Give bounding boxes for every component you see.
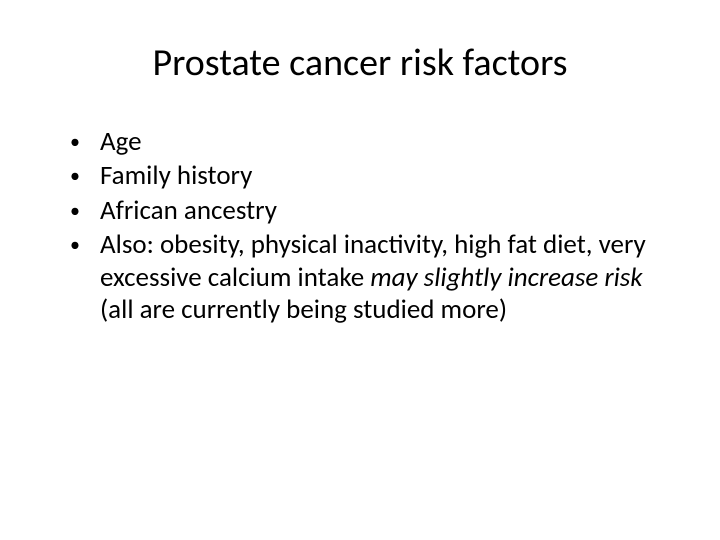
bullet-italic: may slightly increase risk xyxy=(370,261,642,294)
bullet-item: • Also: obesity, physical inactivity, hi… xyxy=(70,229,670,326)
bullet-text: Family history xyxy=(100,160,670,192)
bullet-item: • Age xyxy=(70,126,670,158)
slide-title: Prostate cancer risk factors xyxy=(50,40,670,86)
bullet-marker-icon: • xyxy=(70,160,100,192)
bullet-marker-icon: • xyxy=(70,126,100,158)
slide-container: Prostate cancer risk factors • Age • Fam… xyxy=(0,0,720,540)
bullet-text: African ancestry xyxy=(100,195,670,227)
bullet-marker-icon: • xyxy=(70,195,100,227)
bullet-suffix: (all are currently being studied more) xyxy=(100,293,507,326)
bullet-text: Age xyxy=(100,126,670,158)
bullet-list: • Age • Family history • African ancestr… xyxy=(50,126,670,326)
bullet-item: • African ancestry xyxy=(70,195,670,227)
bullet-marker-icon: • xyxy=(70,229,100,261)
bullet-item: • Family history xyxy=(70,160,670,192)
bullet-text: Also: obesity, physical inactivity, high… xyxy=(100,229,670,326)
